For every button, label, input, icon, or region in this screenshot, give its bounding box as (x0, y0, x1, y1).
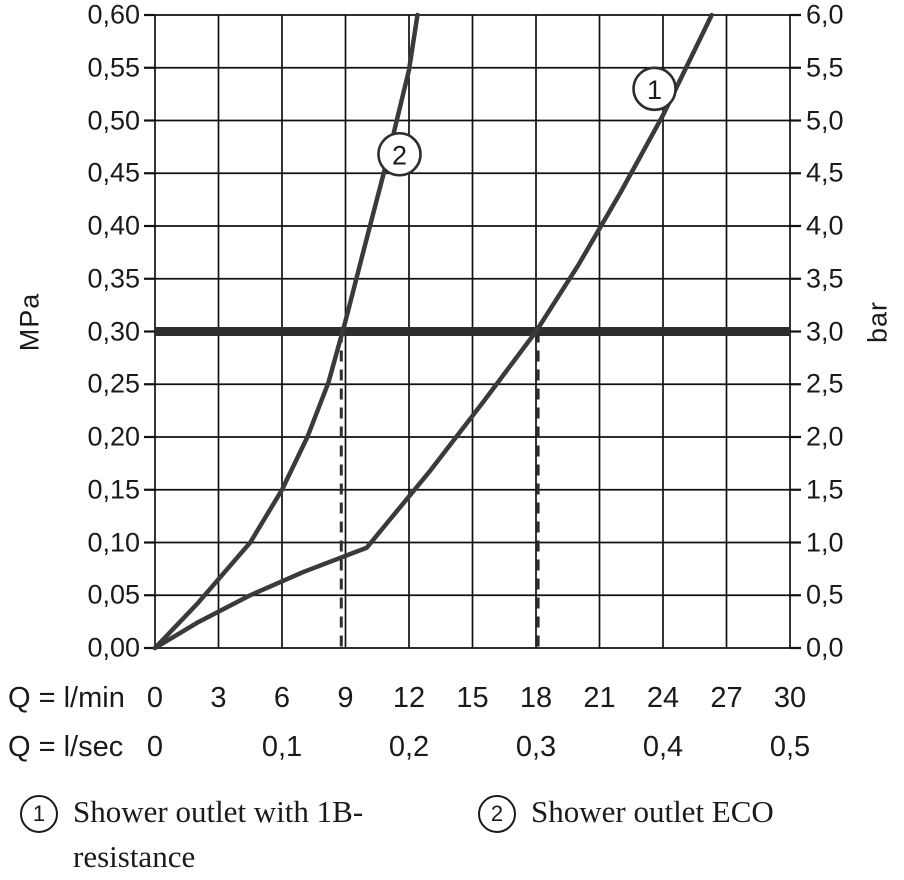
legend-label-1-line-1: Shower outlet with 1B- (73, 794, 364, 829)
y-axis-right-tick-label: 0,5 (806, 579, 844, 610)
legend-item-1: 1 Shower outlet with 1B- resistance (20, 789, 470, 879)
y-axis-right-tick-label: 4,0 (806, 210, 844, 241)
x-axis-lsec-tick-label: 0,1 (261, 731, 303, 763)
x-axis-lsec-tick-label: 0,3 (515, 731, 557, 763)
y-axis-left-title: MPa (14, 292, 45, 352)
y-axis-left-tick-label: 0,20 (87, 421, 140, 452)
y-axis-left-tick-label: 0,45 (87, 157, 140, 188)
y-axis-right-tick-label: 3,5 (806, 263, 844, 294)
x-axis-lsec-tick-label: 0 (146, 731, 164, 763)
y-axis-left-tick-label: 0,50 (87, 105, 140, 135)
y-axis-left-tick-label: 0,00 (87, 632, 140, 663)
y-axis-left-tick-label: 0,05 (87, 579, 140, 610)
x-axis-lsec-tick-label: 0,2 (388, 731, 430, 763)
y-axis-right-tick-label: 0,0 (806, 632, 844, 663)
y-axis-right-tick-label: 3,0 (806, 316, 844, 346)
y-axis-left-tick-label: 0,60 (87, 0, 140, 30)
curve-1 (152, 12, 714, 651)
curve-marker-circle-2 (377, 131, 422, 177)
curve-2 (152, 12, 420, 651)
x-axis-lmin-tick-label: 0 (146, 682, 164, 714)
curve-marker-circle-1 (632, 66, 677, 112)
x-axis-lmin-tick-label: 12 (392, 682, 426, 714)
x-axis-lsec-label: Q = l/sec (8, 731, 124, 763)
legend-label-2-line-1: Shower outlet ECO (531, 794, 774, 829)
y-axis-left-tick-label: 0,30 (87, 316, 140, 346)
curve-marker-number-1: 1 (647, 75, 662, 105)
x-axis-lmin-tick-label: 18 (519, 682, 553, 714)
y-axis-right-tick-label: 6,0 (806, 0, 844, 30)
x-axis-lsec-tick-label: 0,4 (642, 731, 684, 763)
y-axis-right-tick-label: 5,5 (806, 52, 844, 83)
y-axis-right-tick-label: 1,0 (806, 527, 844, 557)
y-axis-left-tick-label: 0,55 (87, 52, 140, 83)
x-axis-lmin-tick-label: 6 (273, 682, 291, 714)
y-axis-right-tick-label: 5,0 (806, 105, 844, 135)
y-axis-left-tick-label: 0,40 (87, 210, 140, 241)
y-axis-right-tick-label: 2,0 (806, 421, 844, 452)
legend-marker-2: 2 (478, 795, 516, 833)
y-axis-left-tick-label: 0,35 (87, 263, 140, 294)
y-axis-left-tick-label: 0,10 (87, 527, 140, 557)
x-axis-lmin-tick-label: 24 (646, 682, 680, 714)
y-axis-left-tick-label: 0,25 (87, 368, 140, 399)
y-axis-right-tick-label: 1,5 (806, 474, 844, 505)
x-axis-lmin-tick-label: 21 (583, 682, 616, 714)
x-axis-lmin-tick-label: 9 (337, 682, 354, 714)
x-axis-lmin-tick-label: 30 (773, 682, 807, 714)
x-axis-lmin-label: Q = l/min (8, 682, 125, 714)
x-axis-lmin-tick-label: 27 (710, 682, 743, 714)
legend-label-1: Shower outlet with 1B- resistance (73, 789, 363, 879)
legend-item-2: 2 Shower outlet ECO (478, 789, 774, 834)
y-axis-left-tick-label: 0,15 (87, 474, 140, 505)
legend-marker-1: 1 (20, 795, 58, 833)
y-axis-right-tick-label: 2,5 (806, 368, 844, 399)
y-axis-right-tick-label: 4,5 (806, 157, 844, 188)
legend-label-2: Shower outlet ECO (531, 789, 774, 834)
x-axis-lsec-tick-label: 0,5 (769, 731, 811, 763)
x-axis-lmin-tick-label: 3 (210, 682, 227, 714)
legend-label-1-line-2: resistance (73, 839, 196, 874)
curve-marker-number-2: 2 (392, 140, 407, 170)
x-axis-lmin-tick-label: 15 (456, 682, 489, 714)
plot-area: 12 (144, 12, 801, 651)
